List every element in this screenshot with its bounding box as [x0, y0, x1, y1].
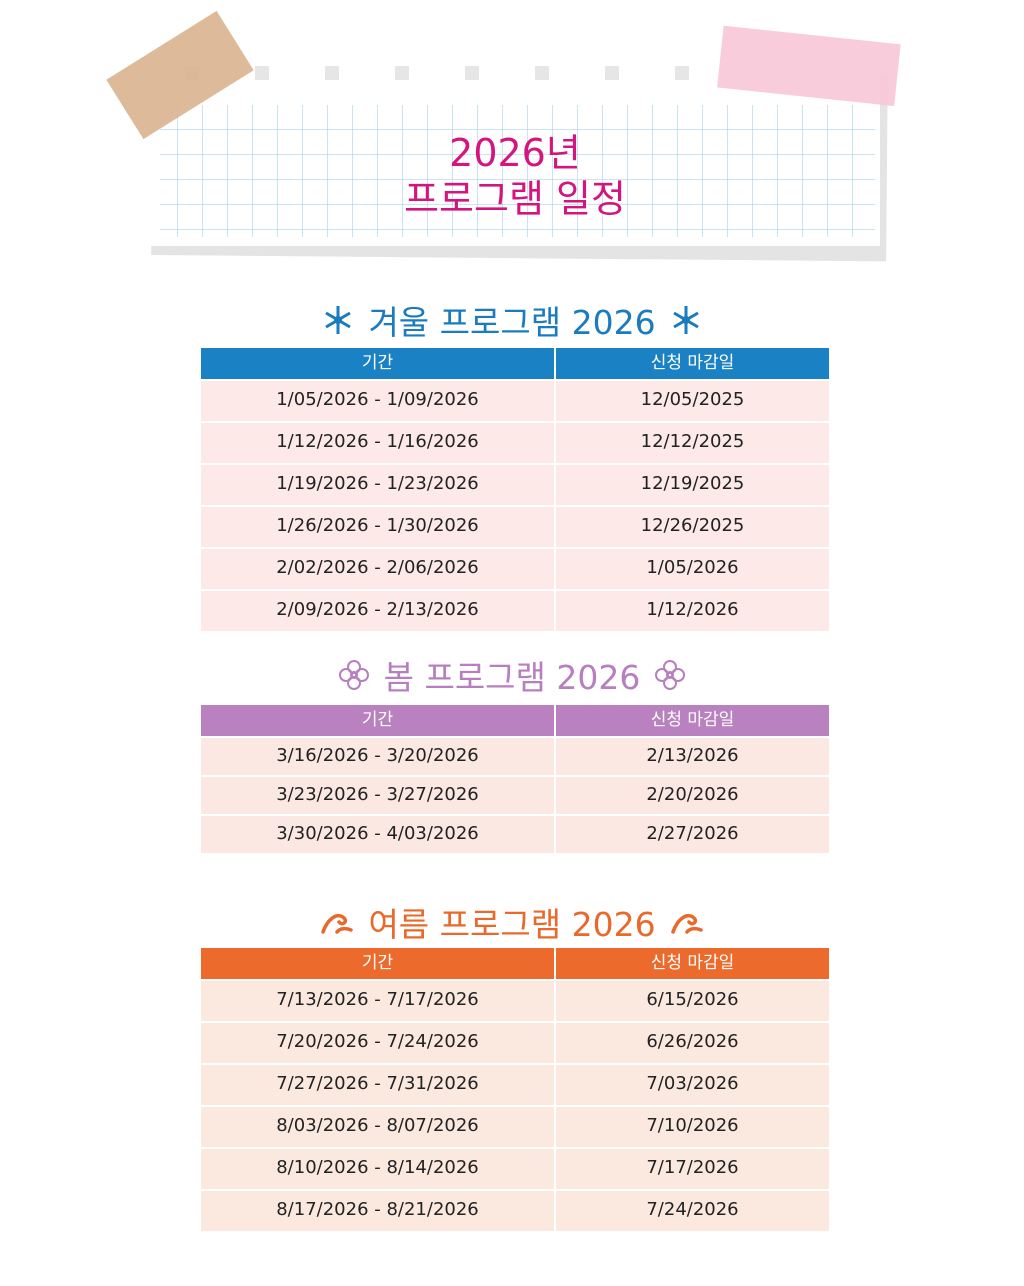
table-row: 7/27/2026 - 7/31/2026 7/03/2026: [201, 1063, 829, 1105]
table-row: 3/16/2026 - 3/20/2026 2/13/2026: [201, 736, 829, 775]
column-header: 기간: [201, 348, 556, 379]
table-row: 7/20/2026 - 7/24/2026 6/26/2026: [201, 1021, 829, 1063]
flower-icon: [338, 660, 369, 690]
table-row: 3/30/2026 - 4/03/2026 2/27/2026: [201, 814, 829, 853]
table-row: 1/26/2026 - 1/30/2026 12/26/2025: [201, 505, 829, 547]
table-cell: 12/12/2025: [556, 421, 829, 463]
wave-icon: [670, 913, 703, 934]
header-row: 기간 신청 마감일: [201, 705, 829, 736]
schedule-table: 기간 신청 마감일 3/16/2026 - 3/20/2026 2/13/2026 3/…: [201, 705, 829, 853]
table-cell: 3/30/2026 - 4/03/2026: [201, 814, 556, 853]
table-row: 8/03/2026 - 8/07/2026 7/10/2026: [201, 1105, 829, 1147]
column-header: 신청 마감일: [650, 353, 735, 373]
title-line: 프로그램 일정: [404, 177, 626, 221]
wave-icon: [321, 913, 354, 934]
section-title-text: 봄 프로그램 2026: [383, 658, 641, 697]
table-row: 3/23/2026 - 3/27/2026 2/20/2026: [201, 775, 829, 814]
section-title: 봄 프로그램 2026: [0, 651, 1024, 699]
table-row: 1/05/2026 - 1/09/2026 12/05/2025: [201, 379, 829, 421]
section-title-text: 여름 프로그램 2026: [368, 905, 656, 944]
table-cell: 6/15/2026: [556, 979, 829, 1021]
table-cell: 2/09/2026 - 2/13/2026: [201, 589, 556, 631]
table-cell: 2/13/2026: [556, 736, 829, 775]
table-cell: 1/12/2026: [556, 589, 829, 631]
table-cell: 8/17/2026 - 8/21/2026: [201, 1189, 556, 1231]
table-cell: 3/16/2026 - 3/20/2026: [201, 736, 556, 775]
table-cell: 1/19/2026 - 1/23/2026: [201, 463, 556, 505]
table-cell: 7/13/2026 - 7/17/2026: [201, 979, 556, 1021]
schedule-table: 기간 신청 마감일 7/13/2026 - 7/17/2026 6/15/2026 7/…: [201, 948, 829, 1231]
table-row: 8/10/2026 - 8/14/2026 7/17/2026: [201, 1147, 829, 1189]
table-cell: 12/26/2025: [556, 505, 829, 547]
column-header: 기간: [201, 705, 556, 736]
table-cell: 2/27/2026: [556, 814, 829, 853]
section-title: 여름 프로그램 2026: [0, 898, 1024, 946]
table-cell: 1/05/2026 - 1/09/2026: [201, 379, 556, 421]
snowflake-icon: [672, 306, 699, 334]
column-header: 신청 마감일: [650, 953, 735, 973]
table-cell: 3/23/2026 - 3/27/2026: [201, 775, 556, 814]
table-cell: 8/03/2026 - 8/07/2026: [201, 1105, 556, 1147]
table-row: 7/13/2026 - 7/17/2026 6/15/2026: [201, 979, 829, 1021]
table-cell: 12/05/2025: [556, 379, 829, 421]
table-cell: 8/10/2026 - 8/14/2026: [201, 1147, 556, 1189]
section-title: 겨울 프로그램 2026: [0, 296, 1024, 344]
table-row: 2/02/2026 - 2/06/2026 1/05/2026: [201, 547, 829, 589]
table-cell: 2/20/2026: [556, 775, 829, 814]
header-row: 기간 신청 마감일: [201, 348, 829, 379]
header-row: 기간 신청 마감일: [201, 948, 829, 979]
column-header: 신청 마감일: [650, 710, 735, 730]
flower-icon: [655, 660, 686, 690]
table-cell: 1/05/2026: [556, 547, 829, 589]
table-cell: 7/10/2026: [556, 1105, 829, 1147]
note-paper: [106, 10, 901, 262]
table-row: 1/19/2026 - 1/23/2026 12/19/2025: [201, 463, 829, 505]
table-cell: 1/26/2026 - 1/30/2026: [201, 505, 556, 547]
table-cell: 6/26/2026: [556, 1021, 829, 1063]
table-cell: 7/03/2026: [556, 1063, 829, 1105]
table-row: 1/12/2026 - 1/16/2026 12/12/2025: [201, 421, 829, 463]
table-cell: 7/24/2026: [556, 1189, 829, 1231]
table-cell: 7/17/2026: [556, 1147, 829, 1189]
table-row: 8/17/2026 - 8/21/2026 7/24/2026: [201, 1189, 829, 1231]
column-header: 기간: [201, 948, 556, 979]
table-cell: 2/02/2026 - 2/06/2026: [201, 547, 556, 589]
table-cell: 12/19/2025: [556, 463, 829, 505]
table-cell: 7/20/2026 - 7/24/2026: [201, 1021, 556, 1063]
table-cell: 7/27/2026 - 7/31/2026: [201, 1063, 556, 1105]
table-row: 2/09/2026 - 2/13/2026 1/12/2026: [201, 589, 829, 631]
table-cell: 1/12/2026 - 1/16/2026: [201, 421, 556, 463]
schedule-table: 기간 신청 마감일 1/05/2026 - 1/09/2026 12/05/2025 1…: [201, 348, 829, 631]
section-title-text: 겨울 프로그램 2026: [368, 303, 656, 342]
title-line: 2026년: [449, 131, 581, 175]
snowflake-icon: [325, 306, 352, 334]
